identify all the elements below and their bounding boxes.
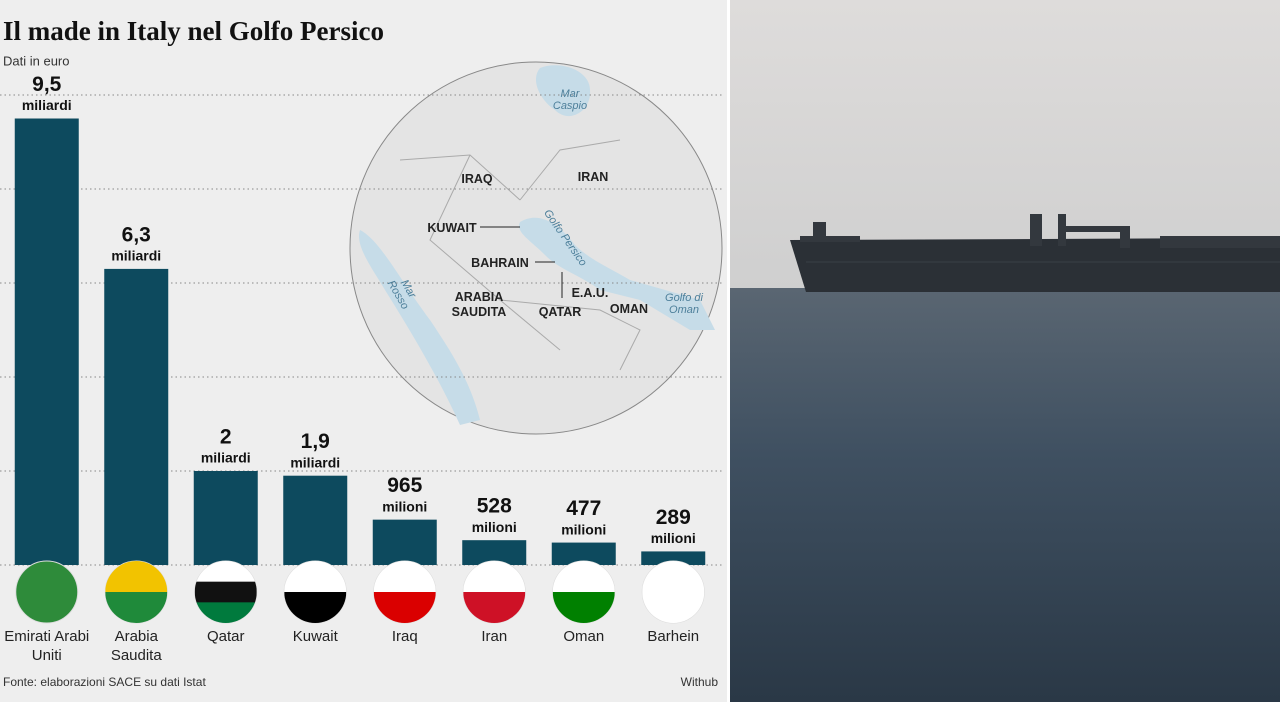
bar [551, 542, 616, 565]
chart-title: Il made in Italy nel Golfo Persico [3, 16, 384, 46]
value-label: 1,9 [301, 430, 330, 453]
value-label: 289 [656, 506, 691, 529]
flag-stripe [194, 602, 257, 623]
x-tick-label: Barhein [647, 628, 700, 645]
value-unit: milioni [382, 498, 427, 514]
source: Fonte: elaborazioni SACE su dati Istat [3, 675, 206, 689]
value-unit: milioni [561, 521, 606, 537]
x-tick-label: Emirati Arabi Uniti [4, 628, 90, 664]
x-tick-label: Qatar [206, 628, 245, 645]
value-label: 2 [220, 426, 232, 449]
map-label: QATAR [538, 305, 582, 319]
value-label: 528 [477, 495, 512, 518]
map-label: BAHRAIN [471, 256, 529, 270]
bar [283, 475, 348, 565]
subtitle: Dati in euro [3, 53, 69, 68]
credit: Withub [681, 675, 719, 689]
bar [14, 118, 79, 565]
map-label: OMAN [609, 302, 649, 316]
value-unit: miliardi [290, 454, 340, 470]
value-label: 6,3 [122, 223, 151, 246]
x-tick-label: Kuwait [292, 628, 338, 645]
ship-hull [790, 238, 1280, 292]
map-label: E.A.U. [571, 286, 609, 300]
flag-stripe [642, 561, 705, 623]
map-disc [349, 61, 723, 435]
bar [193, 471, 258, 565]
map-label: IRAN [577, 170, 609, 184]
value-unit: miliardi [201, 450, 251, 466]
bar [641, 551, 706, 565]
map-label: ARABIA SAUDITA [451, 290, 507, 319]
value-unit: milioni [651, 530, 696, 546]
caspian [535, 65, 591, 117]
map-label: IRAQ [461, 172, 493, 186]
photo [730, 0, 1280, 702]
value-label: 9,5 [32, 73, 62, 96]
sea-label: Golfo di Oman [665, 292, 703, 316]
bar [104, 268, 169, 565]
red-sea [359, 230, 480, 425]
sea [730, 288, 1280, 702]
map-label: KUWAIT [427, 221, 477, 235]
value-unit: miliardi [22, 97, 72, 113]
x-tick-label: Arabia Saudita [110, 628, 162, 664]
value-unit: miliardi [111, 248, 161, 264]
x-tick-label: Iraq [391, 628, 418, 645]
x-tick-label: Iran [481, 628, 508, 645]
flag-stripe [194, 581, 257, 603]
ship-superstructure [800, 214, 1280, 248]
gulf [519, 217, 715, 330]
flag-stripe [194, 561, 257, 583]
bar [372, 519, 437, 565]
map [349, 61, 723, 435]
value-label: 477 [566, 497, 601, 520]
sea-label: Mar Caspio [552, 88, 588, 112]
value-label: 965 [387, 474, 422, 497]
x-tick-label: Oman [563, 628, 605, 645]
borders [399, 139, 641, 371]
flag [15, 560, 79, 624]
value-unit: milioni [472, 519, 517, 535]
